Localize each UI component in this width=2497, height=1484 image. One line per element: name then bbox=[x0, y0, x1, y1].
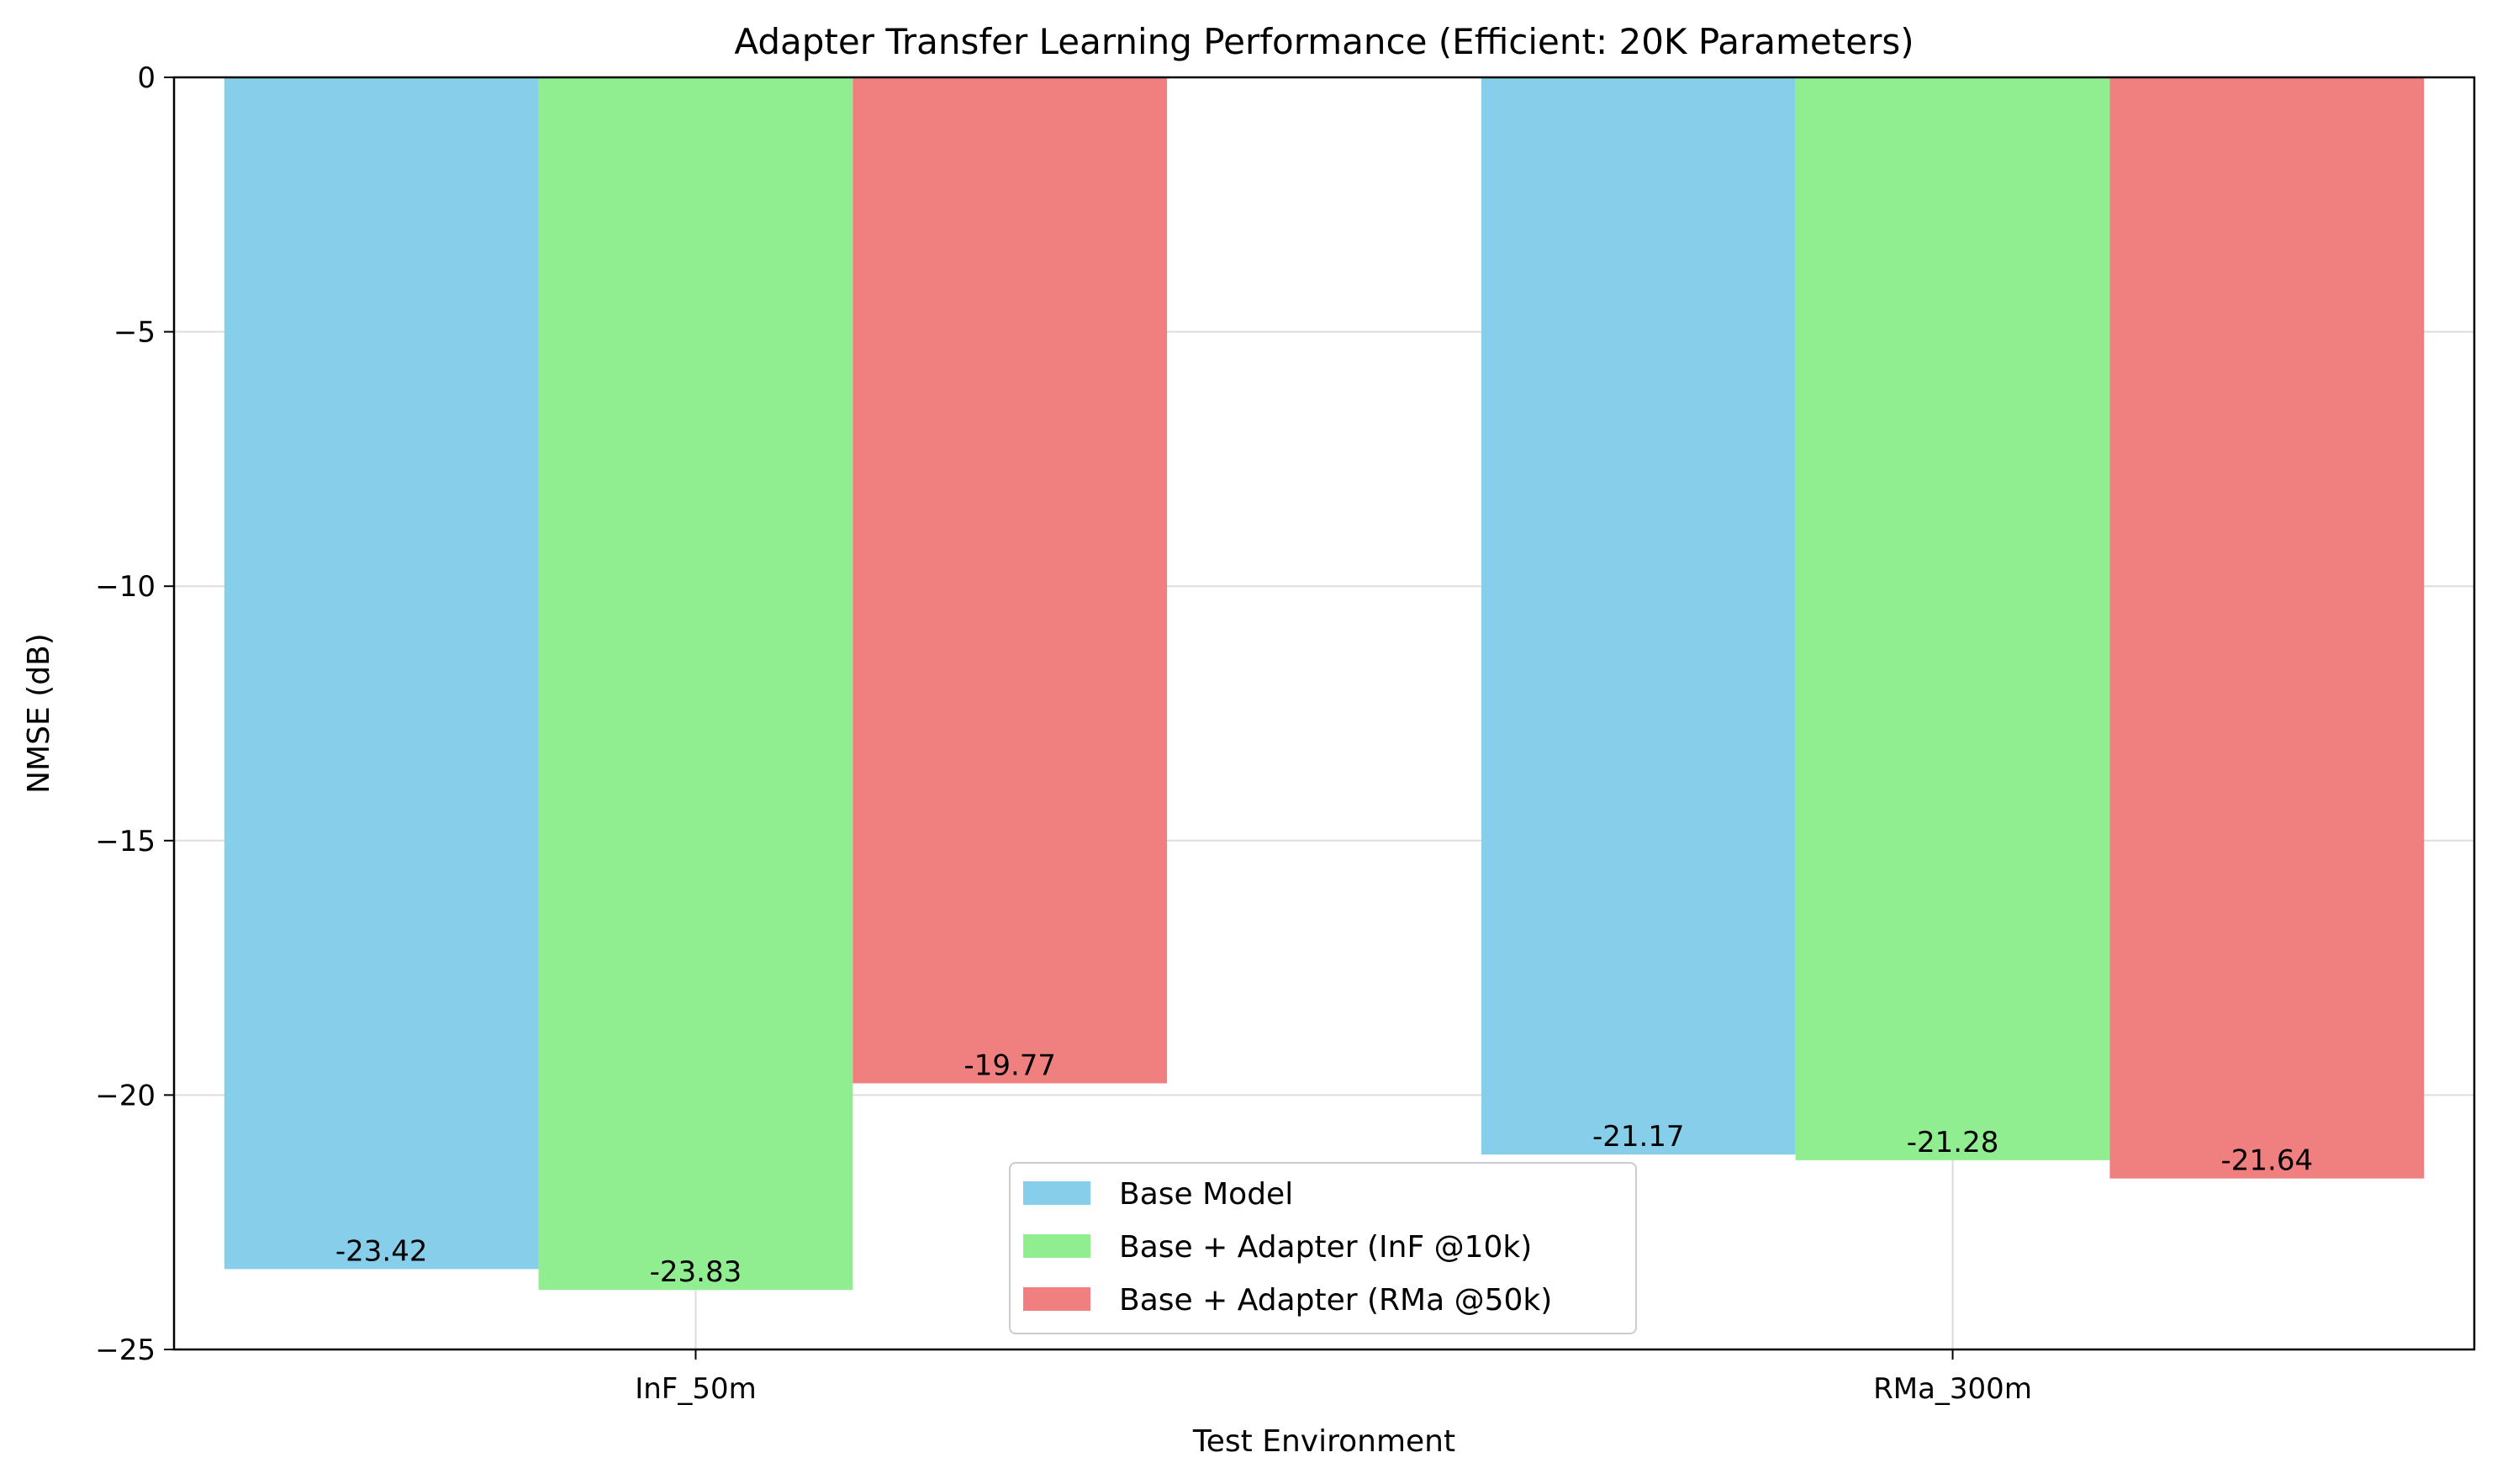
legend-box bbox=[1009, 1162, 1637, 1334]
bar bbox=[2109, 77, 2425, 1179]
x-tick-label: RMa_300m bbox=[1873, 1372, 2032, 1406]
legend-swatch bbox=[1023, 1181, 1090, 1205]
bar bbox=[1795, 77, 2110, 1160]
y-tick-label: −20 bbox=[95, 1079, 156, 1112]
bar-value-label: -23.83 bbox=[650, 1255, 742, 1289]
bar-value-label: -21.28 bbox=[1907, 1126, 1999, 1159]
bar-value-label: -19.77 bbox=[963, 1048, 1056, 1082]
legend-label: Base + Adapter (RMa @50k) bbox=[1119, 1283, 1552, 1318]
legend-swatch bbox=[1023, 1287, 1090, 1311]
legend-label: Base + Adapter (InF @10k) bbox=[1119, 1230, 1532, 1265]
bar-value-label: -21.17 bbox=[1592, 1120, 1685, 1154]
y-axis-title: NMSE (dB) bbox=[22, 633, 56, 794]
y-tick-label: −25 bbox=[95, 1333, 156, 1367]
legend-swatch bbox=[1023, 1234, 1090, 1258]
x-axis-title: Test Environment bbox=[1192, 1424, 1455, 1459]
x-tick-label: InF_50m bbox=[635, 1372, 757, 1406]
plot-frame bbox=[172, 76, 2476, 1351]
bar-value-label: -23.42 bbox=[335, 1234, 428, 1268]
axis-ticks: 0 −5 −10 −15 −20 −25 InF_50m RMa_300m bbox=[95, 61, 2032, 1406]
legend-label: Base Model bbox=[1119, 1177, 1293, 1212]
y-tick-label: −15 bbox=[95, 825, 156, 858]
bars bbox=[224, 77, 2425, 1291]
data-labels: -23.42 -21.17 -23.83 -21.28 -19.77 -21.64 bbox=[335, 1048, 2313, 1289]
legend: Base Model Base + Adapter (InF @10k) Base … bbox=[1009, 1162, 1637, 1334]
y-tick-label: 0 bbox=[137, 61, 156, 95]
y-tick-label: −5 bbox=[114, 316, 156, 350]
bar bbox=[224, 77, 539, 1270]
bar bbox=[1481, 77, 1796, 1155]
bar bbox=[538, 77, 853, 1291]
bar-value-label: -21.64 bbox=[2221, 1144, 2314, 1178]
chart-title: Adapter Transfer Learning Performance (E… bbox=[734, 21, 1914, 62]
y-tick-label: −10 bbox=[95, 570, 156, 604]
bar bbox=[853, 77, 1168, 1084]
